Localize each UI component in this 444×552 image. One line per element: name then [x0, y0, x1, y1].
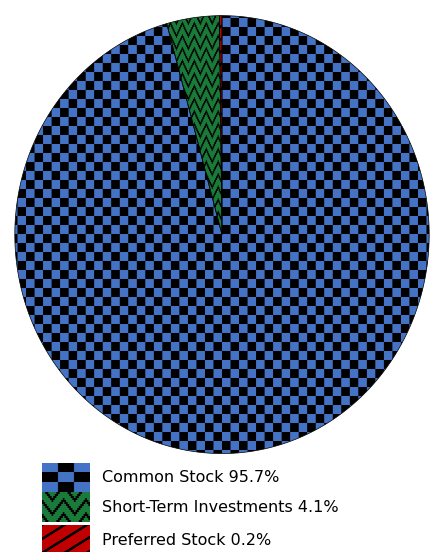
Text: Common Stock 95.7%: Common Stock 95.7%: [102, 470, 279, 485]
Text: Short-Term Investments 4.1%: Short-Term Investments 4.1%: [102, 500, 339, 515]
Text: Preferred Stock 0.2%: Preferred Stock 0.2%: [102, 533, 271, 548]
